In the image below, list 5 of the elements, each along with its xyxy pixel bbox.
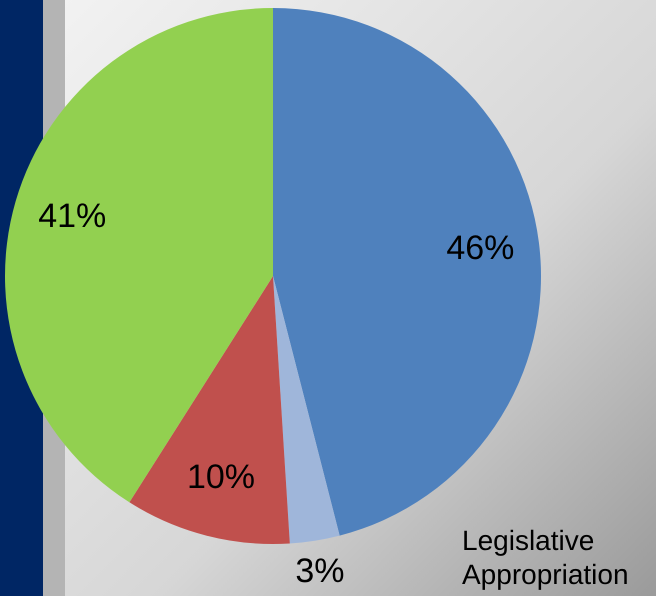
data-label: 10% [186,458,256,496]
data-label: 41% [38,197,106,236]
data-label: 46% [446,229,514,268]
data-label: 3% [295,552,345,590]
text: Legislative Appropriation [462,524,630,592]
